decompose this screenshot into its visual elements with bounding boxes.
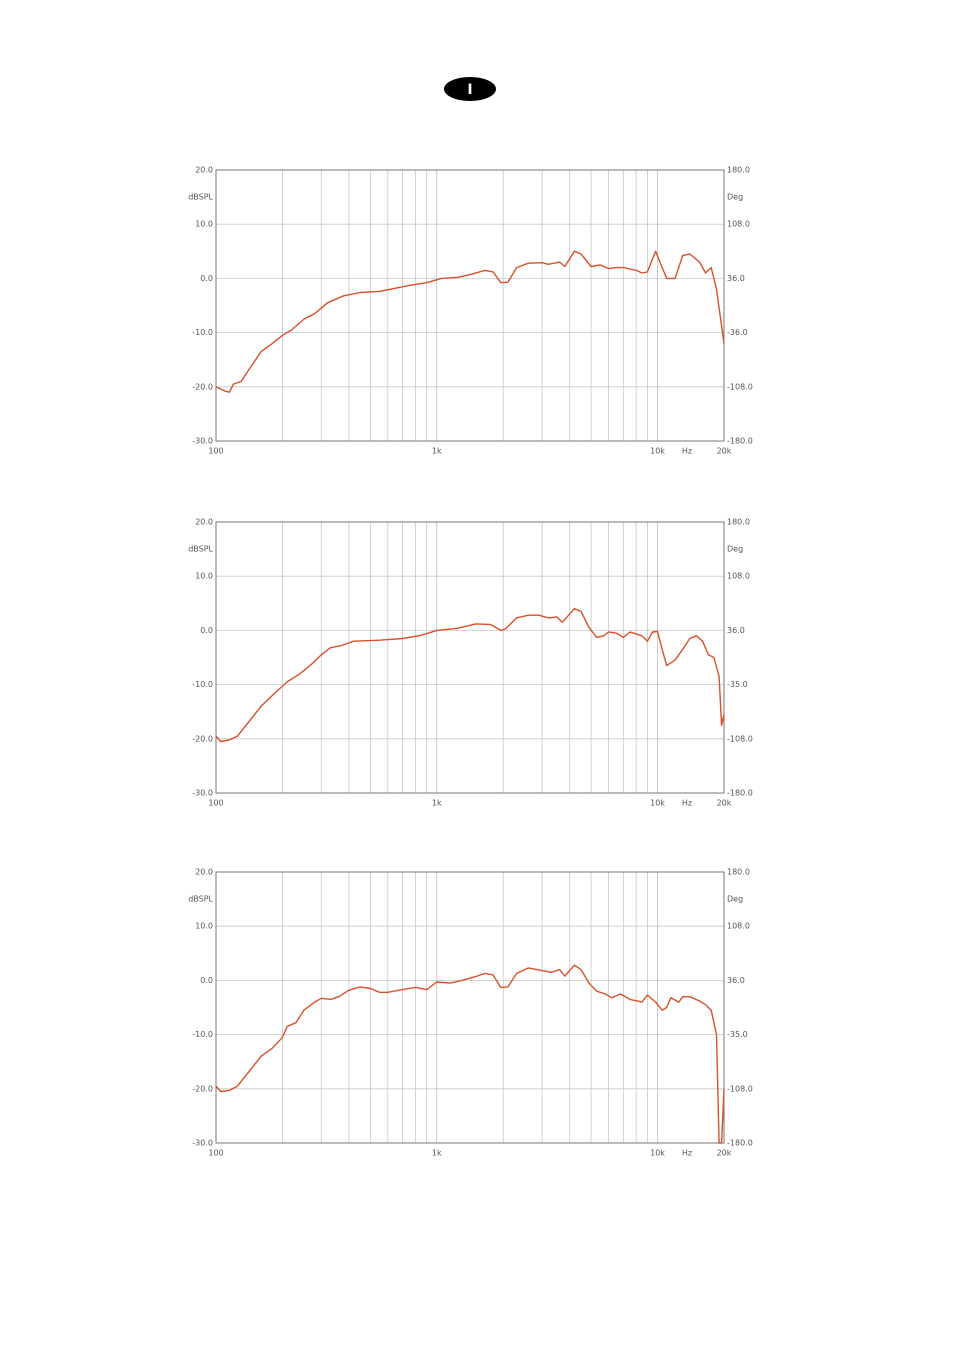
x-tick-label: 1k [432, 1149, 442, 1158]
plot-frame [215, 871, 725, 1144]
x-tick-label: 20k [717, 799, 732, 808]
page-badge [444, 77, 496, 101]
y-tick-label: 0.0 [200, 976, 213, 985]
y-tick-label: 20.0 [195, 868, 213, 877]
y2-tick-label: -35.0 [727, 680, 748, 689]
response-curve [215, 608, 725, 743]
y-axis-label: dBSPL [188, 545, 213, 554]
y2-tick-label: -180.0 [727, 437, 753, 446]
y-tick-label: 0.0 [200, 274, 213, 283]
x-axis-label: Hz [682, 1149, 692, 1158]
y-tick-label: -10.0 [192, 1030, 213, 1039]
y2-tick-label: 180.0 [727, 868, 750, 877]
x-tick-label: 20k [717, 447, 732, 456]
y2-tick-label: 180.0 [727, 518, 750, 527]
x-tick-label: 10k [650, 1149, 665, 1158]
x-tick-label: 100 [208, 799, 223, 808]
y-tick-label: -20.0 [192, 734, 213, 743]
y-tick-label: 20.0 [195, 518, 213, 527]
y2-tick-label: 108.0 [727, 220, 750, 229]
y2-tick-label: 36.0 [727, 976, 745, 985]
y-tick-label: -30.0 [192, 1139, 213, 1148]
y2-axis-label: Deg [727, 895, 743, 904]
y2-tick-label: -35.0 [727, 1030, 748, 1039]
y-tick-label: -20.0 [192, 382, 213, 391]
y-axis-label: dBSPL [188, 193, 213, 202]
y2-tick-label: 180.0 [727, 166, 750, 175]
page-label: I [467, 82, 472, 98]
x-tick-label: 100 [208, 1149, 223, 1158]
x-tick-label: 10k [650, 799, 665, 808]
plot-frame [215, 169, 725, 442]
x-tick-label: 100 [208, 447, 223, 456]
y-tick-label: 10.0 [195, 922, 213, 931]
y-tick-label: 10.0 [195, 572, 213, 581]
y2-tick-label: -36.0 [727, 328, 748, 337]
y2-tick-label: 108.0 [727, 922, 750, 931]
y2-tick-label: 36.0 [727, 626, 745, 635]
y2-tick-label: -180.0 [727, 789, 753, 798]
y-tick-label: 20.0 [195, 166, 213, 175]
x-tick-label: 1k [432, 799, 442, 808]
y2-axis-label: Deg [727, 545, 743, 554]
y-tick-label: -30.0 [192, 437, 213, 446]
response-curve [215, 964, 725, 1144]
y2-tick-label: -108.0 [727, 1084, 753, 1093]
y-tick-label: -10.0 [192, 328, 213, 337]
y2-tick-label: 36.0 [727, 274, 745, 283]
y2-tick-label: -108.0 [727, 382, 753, 391]
y-tick-label: -10.0 [192, 680, 213, 689]
response-curve [215, 250, 725, 393]
x-tick-label: 20k [717, 1149, 732, 1158]
y2-tick-label: 108.0 [727, 572, 750, 581]
plot-frame [215, 521, 725, 794]
y2-axis-label: Deg [727, 193, 743, 202]
y-tick-label: -20.0 [192, 1084, 213, 1093]
y-tick-label: -30.0 [192, 789, 213, 798]
y-tick-label: 10.0 [195, 220, 213, 229]
y2-tick-label: -108.0 [727, 734, 753, 743]
x-axis-label: Hz [682, 447, 692, 456]
x-axis-label: Hz [682, 799, 692, 808]
x-tick-label: 10k [650, 447, 665, 456]
y-tick-label: 0.0 [200, 626, 213, 635]
y2-tick-label: -180.0 [727, 1139, 753, 1148]
x-tick-label: 1k [432, 447, 442, 456]
y-axis-label: dBSPL [188, 895, 213, 904]
